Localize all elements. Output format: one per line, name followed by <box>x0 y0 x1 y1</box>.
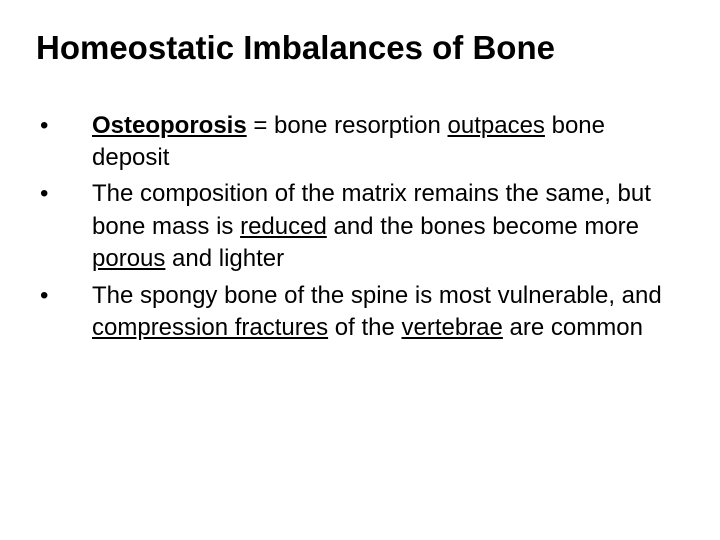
text-segment: outpaces <box>448 112 545 139</box>
text-segment: The spongy bone of the spine is most vul… <box>92 282 662 309</box>
bullet-marker: • <box>36 178 92 210</box>
text-segment: porous <box>92 245 165 272</box>
text-segment: and the bones become more <box>327 213 639 240</box>
text-segment: Osteoporosis <box>92 112 247 139</box>
text-segment: vertebrae <box>401 314 502 341</box>
bullet-text: The composition of the matrix remains th… <box>92 178 684 275</box>
text-segment: are common <box>503 314 643 341</box>
bullet-row: •The spongy bone of the spine is most vu… <box>36 280 684 345</box>
text-segment: of the <box>328 314 401 341</box>
bullet-text: The spongy bone of the spine is most vul… <box>92 280 684 345</box>
bullet-text: Osteoporosis = bone resorption outpaces … <box>92 110 684 175</box>
bullet-row: •Osteoporosis = bone resorption outpaces… <box>36 110 684 175</box>
text-segment: and lighter <box>165 245 284 272</box>
bullet-marker: • <box>36 280 92 312</box>
bullet-row: •The composition of the matrix remains t… <box>36 178 684 275</box>
text-segment: compression fractures <box>92 314 328 341</box>
text-segment: reduced <box>240 213 327 240</box>
page-title: Homeostatic Imbalances of Bone <box>36 28 684 68</box>
text-segment: = bone resorption <box>247 112 448 139</box>
bullet-marker: • <box>36 110 92 142</box>
bullet-list: •Osteoporosis = bone resorption outpaces… <box>36 110 684 345</box>
